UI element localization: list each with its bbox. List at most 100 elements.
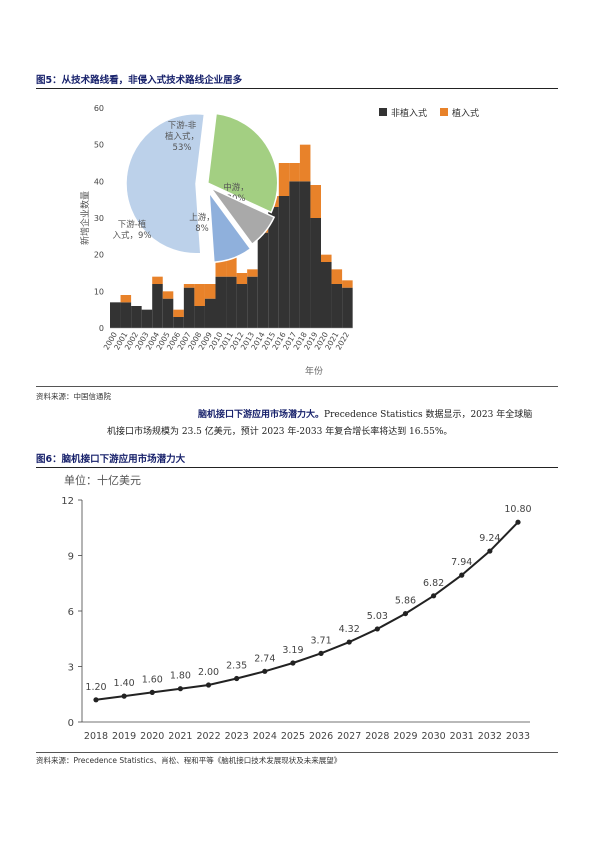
bar-non-implant — [183, 287, 195, 328]
data-label: 3.19 — [282, 645, 303, 656]
figure6-top-rule — [36, 467, 558, 468]
paragraph-line-2: 机接口市场规模为 23.5 亿美元，预计 2023 年-2033 年复合增长率将… — [107, 427, 453, 437]
figure5-top-rule — [36, 88, 558, 89]
x-tick-label: 2023 — [225, 731, 249, 742]
data-point — [515, 519, 521, 525]
data-point — [234, 675, 240, 682]
data-label: 5.03 — [367, 611, 388, 622]
bar-non-implant — [152, 284, 163, 328]
bar-non-implant — [141, 309, 153, 328]
y-tick-label: 10 — [94, 287, 104, 296]
pie-slice — [208, 189, 252, 264]
bar-non-implant — [310, 218, 321, 328]
data-label: 2.74 — [254, 653, 275, 664]
legend-label-implant: 植入式 — [452, 107, 479, 119]
legend-swatch-non-implant — [379, 108, 387, 116]
pie-slice — [210, 187, 276, 246]
data-point — [487, 548, 493, 554]
chart-title-unit: 单位：十亿美元 — [64, 473, 141, 487]
x-tick-label: 2020 — [140, 731, 164, 742]
bar-implant — [194, 284, 205, 306]
pie-slice-label: 上游， 8% — [189, 212, 215, 234]
figure5-source: 资料来源：中国信通院 — [36, 392, 111, 401]
bar-implant — [173, 309, 184, 317]
data-point — [346, 639, 352, 645]
x-tick-label: 2028 — [365, 731, 389, 742]
bar-non-implant — [236, 284, 248, 328]
bar-implant — [331, 269, 343, 284]
data-point — [205, 682, 212, 688]
bar-implant — [226, 251, 237, 277]
x-tick-label: 2027 — [337, 731, 361, 742]
bar-implant — [215, 251, 227, 277]
bar-non-implant — [299, 181, 311, 328]
market-paragraph: 脑机接口下游应用市场潜力大。Precedence Statistics 数据显示… — [36, 407, 558, 441]
y-tick-label: 20 — [94, 251, 104, 260]
paragraph-line-1-text: Precedence Statistics 数据显示，2023 年全球脑 — [324, 410, 533, 420]
x-tick-label: 2019 — [112, 731, 136, 742]
data-label: 9.24 — [479, 533, 500, 544]
y-axis-label: 新增企业数量 — [79, 191, 91, 245]
y-tick-label: 3 — [68, 663, 74, 674]
figure5-title: 图5：从技术路线看，非侵入式技术路线企业居多 — [36, 75, 243, 86]
bar-implant — [310, 185, 321, 218]
pie-slice — [125, 113, 206, 255]
figure6-source: 资料来源：Precedence Statistics、肖松、程和平等《脑机接口技… — [36, 756, 342, 765]
x-tick-label: 2030 — [422, 731, 446, 742]
y-tick-label: 50 — [94, 141, 104, 150]
y-tick-label: 6 — [68, 607, 74, 618]
x-tick-label: 2018 — [84, 731, 108, 742]
figure6-bottom-rule — [36, 752, 558, 753]
data-label: 1.60 — [142, 674, 163, 685]
data-point — [121, 693, 127, 699]
data-point — [149, 689, 155, 696]
data-label: 1.20 — [85, 682, 106, 693]
data-point — [402, 610, 409, 617]
bar-implant — [120, 295, 132, 303]
bar-non-implant — [226, 276, 237, 328]
bar-implant — [299, 144, 311, 182]
paragraph-line-1: 脑机接口下游应用市场潜力大。Precedence Statistics 数据显示… — [36, 407, 558, 424]
bar-implant — [342, 280, 353, 288]
data-label: 3.71 — [310, 635, 331, 646]
bar-non-implant — [247, 276, 258, 328]
data-label: 2.35 — [226, 661, 247, 672]
bar-non-implant — [278, 196, 290, 328]
y-tick-label: 0 — [68, 718, 74, 729]
data-label: 2.00 — [198, 667, 219, 678]
y-tick-label: 12 — [61, 496, 74, 507]
x-tick-label: 2032 — [478, 731, 502, 742]
y-tick-label: 0 — [99, 324, 104, 333]
bar-non-implant — [110, 302, 121, 328]
bar-non-implant — [173, 317, 184, 328]
x-tick-label: 2029 — [393, 731, 417, 742]
figure5-bottom-rule — [36, 386, 558, 387]
bar-implant — [152, 276, 163, 284]
bar-non-implant — [331, 284, 343, 328]
data-label: 6.82 — [423, 578, 444, 589]
paragraph-lead: 脑机接口下游应用市场潜力大。 — [198, 410, 325, 420]
bar-non-implant — [289, 181, 300, 328]
series-line — [95, 521, 519, 701]
data-label: 4.32 — [339, 624, 360, 635]
x-tick-label: 2026 — [309, 731, 333, 742]
data-point — [93, 697, 99, 703]
y-tick-label: 60 — [94, 104, 104, 113]
bar-non-implant — [120, 302, 132, 328]
bar-implant — [247, 269, 258, 277]
legend-label-non-implant: 非植入式 — [391, 107, 427, 119]
bar-non-implant — [162, 298, 174, 328]
data-label: 5.86 — [395, 596, 416, 607]
data-label: 10.80 — [504, 504, 531, 515]
bar-implant — [321, 254, 332, 262]
data-label: 7.94 — [451, 557, 472, 568]
x-tick-label: 2031 — [450, 731, 474, 742]
data-point — [290, 660, 296, 666]
bar-implant — [278, 163, 290, 196]
bar-non-implant — [257, 232, 269, 328]
data-point — [262, 668, 268, 674]
pie-slice — [206, 112, 279, 214]
bar-implant — [162, 291, 174, 299]
